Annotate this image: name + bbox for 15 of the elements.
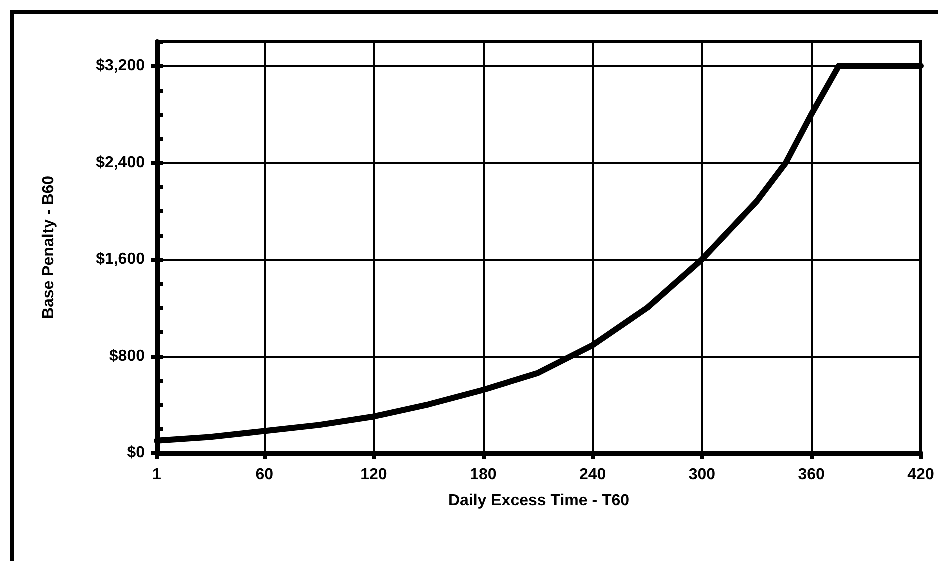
x-tick-label: 360 xyxy=(798,466,826,484)
x-tick-label: 420 xyxy=(908,466,934,484)
y-tick-label: $0 xyxy=(127,444,146,462)
y-tick-label: $800 xyxy=(109,348,146,365)
x-tick-label: 120 xyxy=(360,466,388,484)
y-tick-label: $2,400 xyxy=(96,154,146,172)
x-tick-label: 1 xyxy=(152,466,162,484)
x-tick-label: 60 xyxy=(256,466,274,484)
y-axis-title: Base Penalty - B60 xyxy=(40,176,58,320)
y-tick-label: $3,200 xyxy=(96,58,146,75)
x-tick-label: 300 xyxy=(688,466,716,484)
y-tick-label: $1,600 xyxy=(96,251,146,268)
x-axis-title: Daily Excess Time - T60 xyxy=(448,492,630,510)
x-tick-label: 180 xyxy=(470,466,497,484)
x-tick-label: 240 xyxy=(579,466,606,484)
